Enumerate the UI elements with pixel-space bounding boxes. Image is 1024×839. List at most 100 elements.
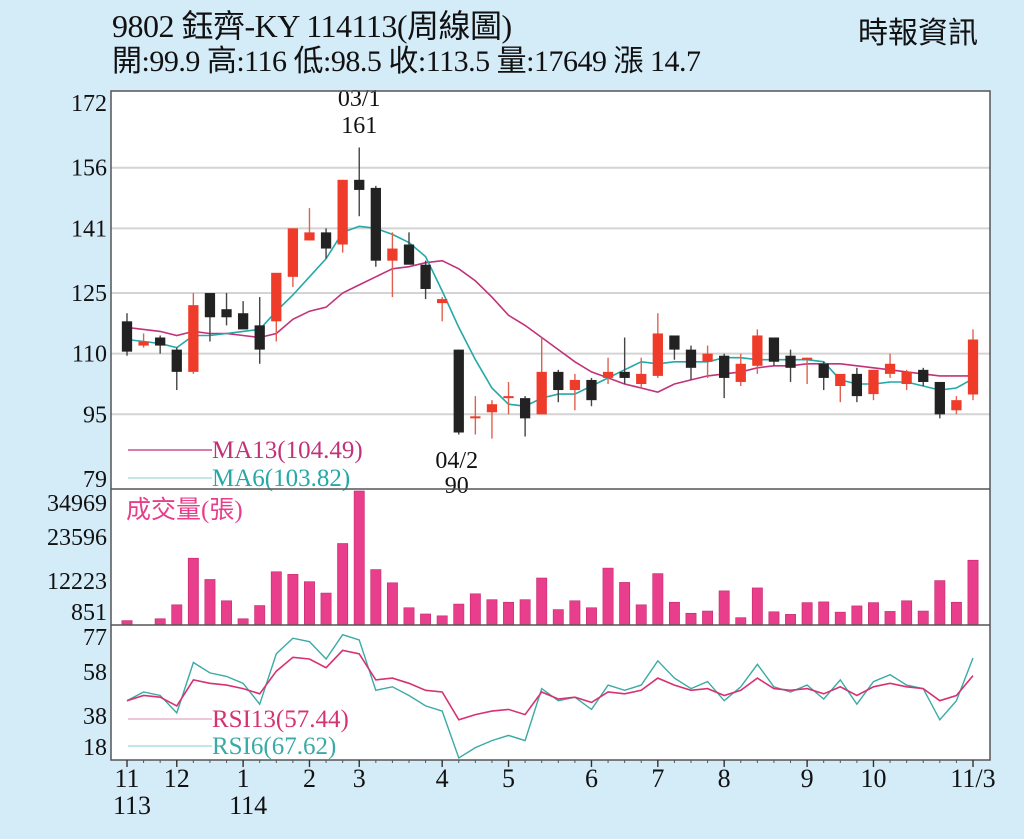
volume-axis-label: 34969 [47, 491, 107, 517]
candle-down [204, 293, 216, 318]
x-axis-label: 2 [303, 764, 316, 793]
candle-down [785, 355, 796, 368]
candle-up [569, 379, 581, 391]
price-axis-label: 110 [72, 342, 107, 368]
candle-down [320, 232, 332, 249]
candle-up [287, 228, 299, 277]
candle-up [188, 305, 199, 372]
x-axis-year-label: 114 [229, 791, 267, 820]
rsi13-line [126, 649, 974, 721]
high-value-annotation: 161 [341, 113, 377, 139]
volume-bar [486, 599, 498, 626]
volume-bar [254, 605, 266, 626]
candle-down [237, 313, 249, 330]
volume-bar [702, 610, 714, 626]
volume-bar [785, 614, 796, 626]
x-axis-label: 9 [801, 764, 814, 793]
rsi-axis-label: 77 [83, 625, 107, 651]
volume-bar [917, 610, 929, 626]
price-axis-label: 141 [71, 216, 107, 242]
volume-bar [552, 609, 564, 626]
ma6-legend: MA6(103.82) [212, 465, 350, 492]
chart-frame [110, 90, 991, 761]
volume-bar [154, 618, 166, 626]
x-axis-year-label: 113 [113, 791, 151, 820]
candle-down [719, 355, 730, 378]
chart-title: 9802 鈺齊-KY 114113(周線圖) [112, 8, 512, 44]
candle-down [519, 398, 531, 419]
candle-up [652, 333, 663, 376]
candle-up [304, 232, 315, 241]
volume-bar [221, 600, 232, 626]
volume-bar [270, 571, 282, 626]
volume-bar [934, 580, 946, 626]
volume-bar [320, 592, 332, 626]
volume-bar [685, 612, 697, 626]
volume-bar [436, 615, 448, 626]
volume-bar [403, 607, 415, 626]
volume-bar [386, 582, 398, 626]
volume-bar [569, 600, 581, 626]
ohlc-summary: 開:99.9 高:116 低:98.5 收:113.5 量:17649 漲 14… [112, 45, 701, 78]
price-axis-label: 125 [71, 281, 107, 307]
price-axis-label: 79 [83, 467, 107, 493]
candle-up [801, 357, 813, 360]
candle-down [155, 337, 166, 346]
volume-bar [950, 601, 962, 626]
ma13-line [126, 259, 973, 393]
volume-bar [735, 617, 747, 626]
rsi6-legend: RSI6(67.62) [212, 733, 336, 760]
x-axis-label: 1 [237, 764, 250, 793]
x-axis-label: 11 [114, 764, 139, 793]
volume-bar [602, 567, 614, 626]
candle-down [354, 179, 365, 190]
candle-down [685, 349, 697, 368]
candle-up [437, 299, 448, 304]
x-axis-label: 6 [585, 764, 598, 793]
candle-up [735, 363, 746, 382]
volume-bar [204, 579, 216, 626]
candle-down [403, 244, 415, 265]
x-axis-label: 5 [502, 764, 515, 793]
volume-bar [171, 604, 183, 626]
x-axis-label: 4 [436, 764, 449, 793]
volume-bar [187, 557, 199, 626]
rsi-axis-label: 38 [83, 704, 107, 730]
candle-up [503, 396, 514, 399]
candle-up [752, 335, 763, 366]
ma6-line [126, 225, 974, 408]
candle-up [271, 272, 282, 322]
candle-up [636, 373, 647, 384]
volume-axis-label: 851 [71, 600, 107, 626]
candle-up [602, 371, 614, 378]
volume-bar [519, 599, 531, 626]
volume-bar [801, 602, 813, 626]
candle-up [868, 369, 879, 395]
volume-bar [304, 581, 315, 626]
source-label: 時報資訊 [858, 17, 978, 50]
candle-up [536, 371, 547, 415]
price-axis-label: 172 [71, 91, 107, 117]
volume-bar [967, 559, 979, 626]
rsi-axis-label: 18 [83, 735, 107, 761]
ma13-legend: MA13(104.49) [212, 437, 363, 464]
candle-up [337, 179, 348, 245]
candle-down [768, 337, 780, 362]
volume-bar [851, 605, 863, 626]
candle-down [420, 264, 431, 289]
x-axis-label: 7 [651, 764, 664, 793]
volume-bar [668, 601, 680, 626]
candle-up [884, 363, 896, 374]
volume-bar [453, 603, 465, 626]
candle-down [370, 187, 381, 261]
candle-up [702, 353, 713, 362]
low-date-annotation: 04/2 [435, 448, 478, 474]
volume-bar [353, 490, 365, 626]
candle-up [486, 404, 498, 413]
volume-bar [619, 582, 631, 626]
volume-bar [337, 543, 349, 626]
candle-down [453, 349, 464, 433]
volume-bar [469, 593, 481, 626]
candle-down [918, 369, 929, 382]
